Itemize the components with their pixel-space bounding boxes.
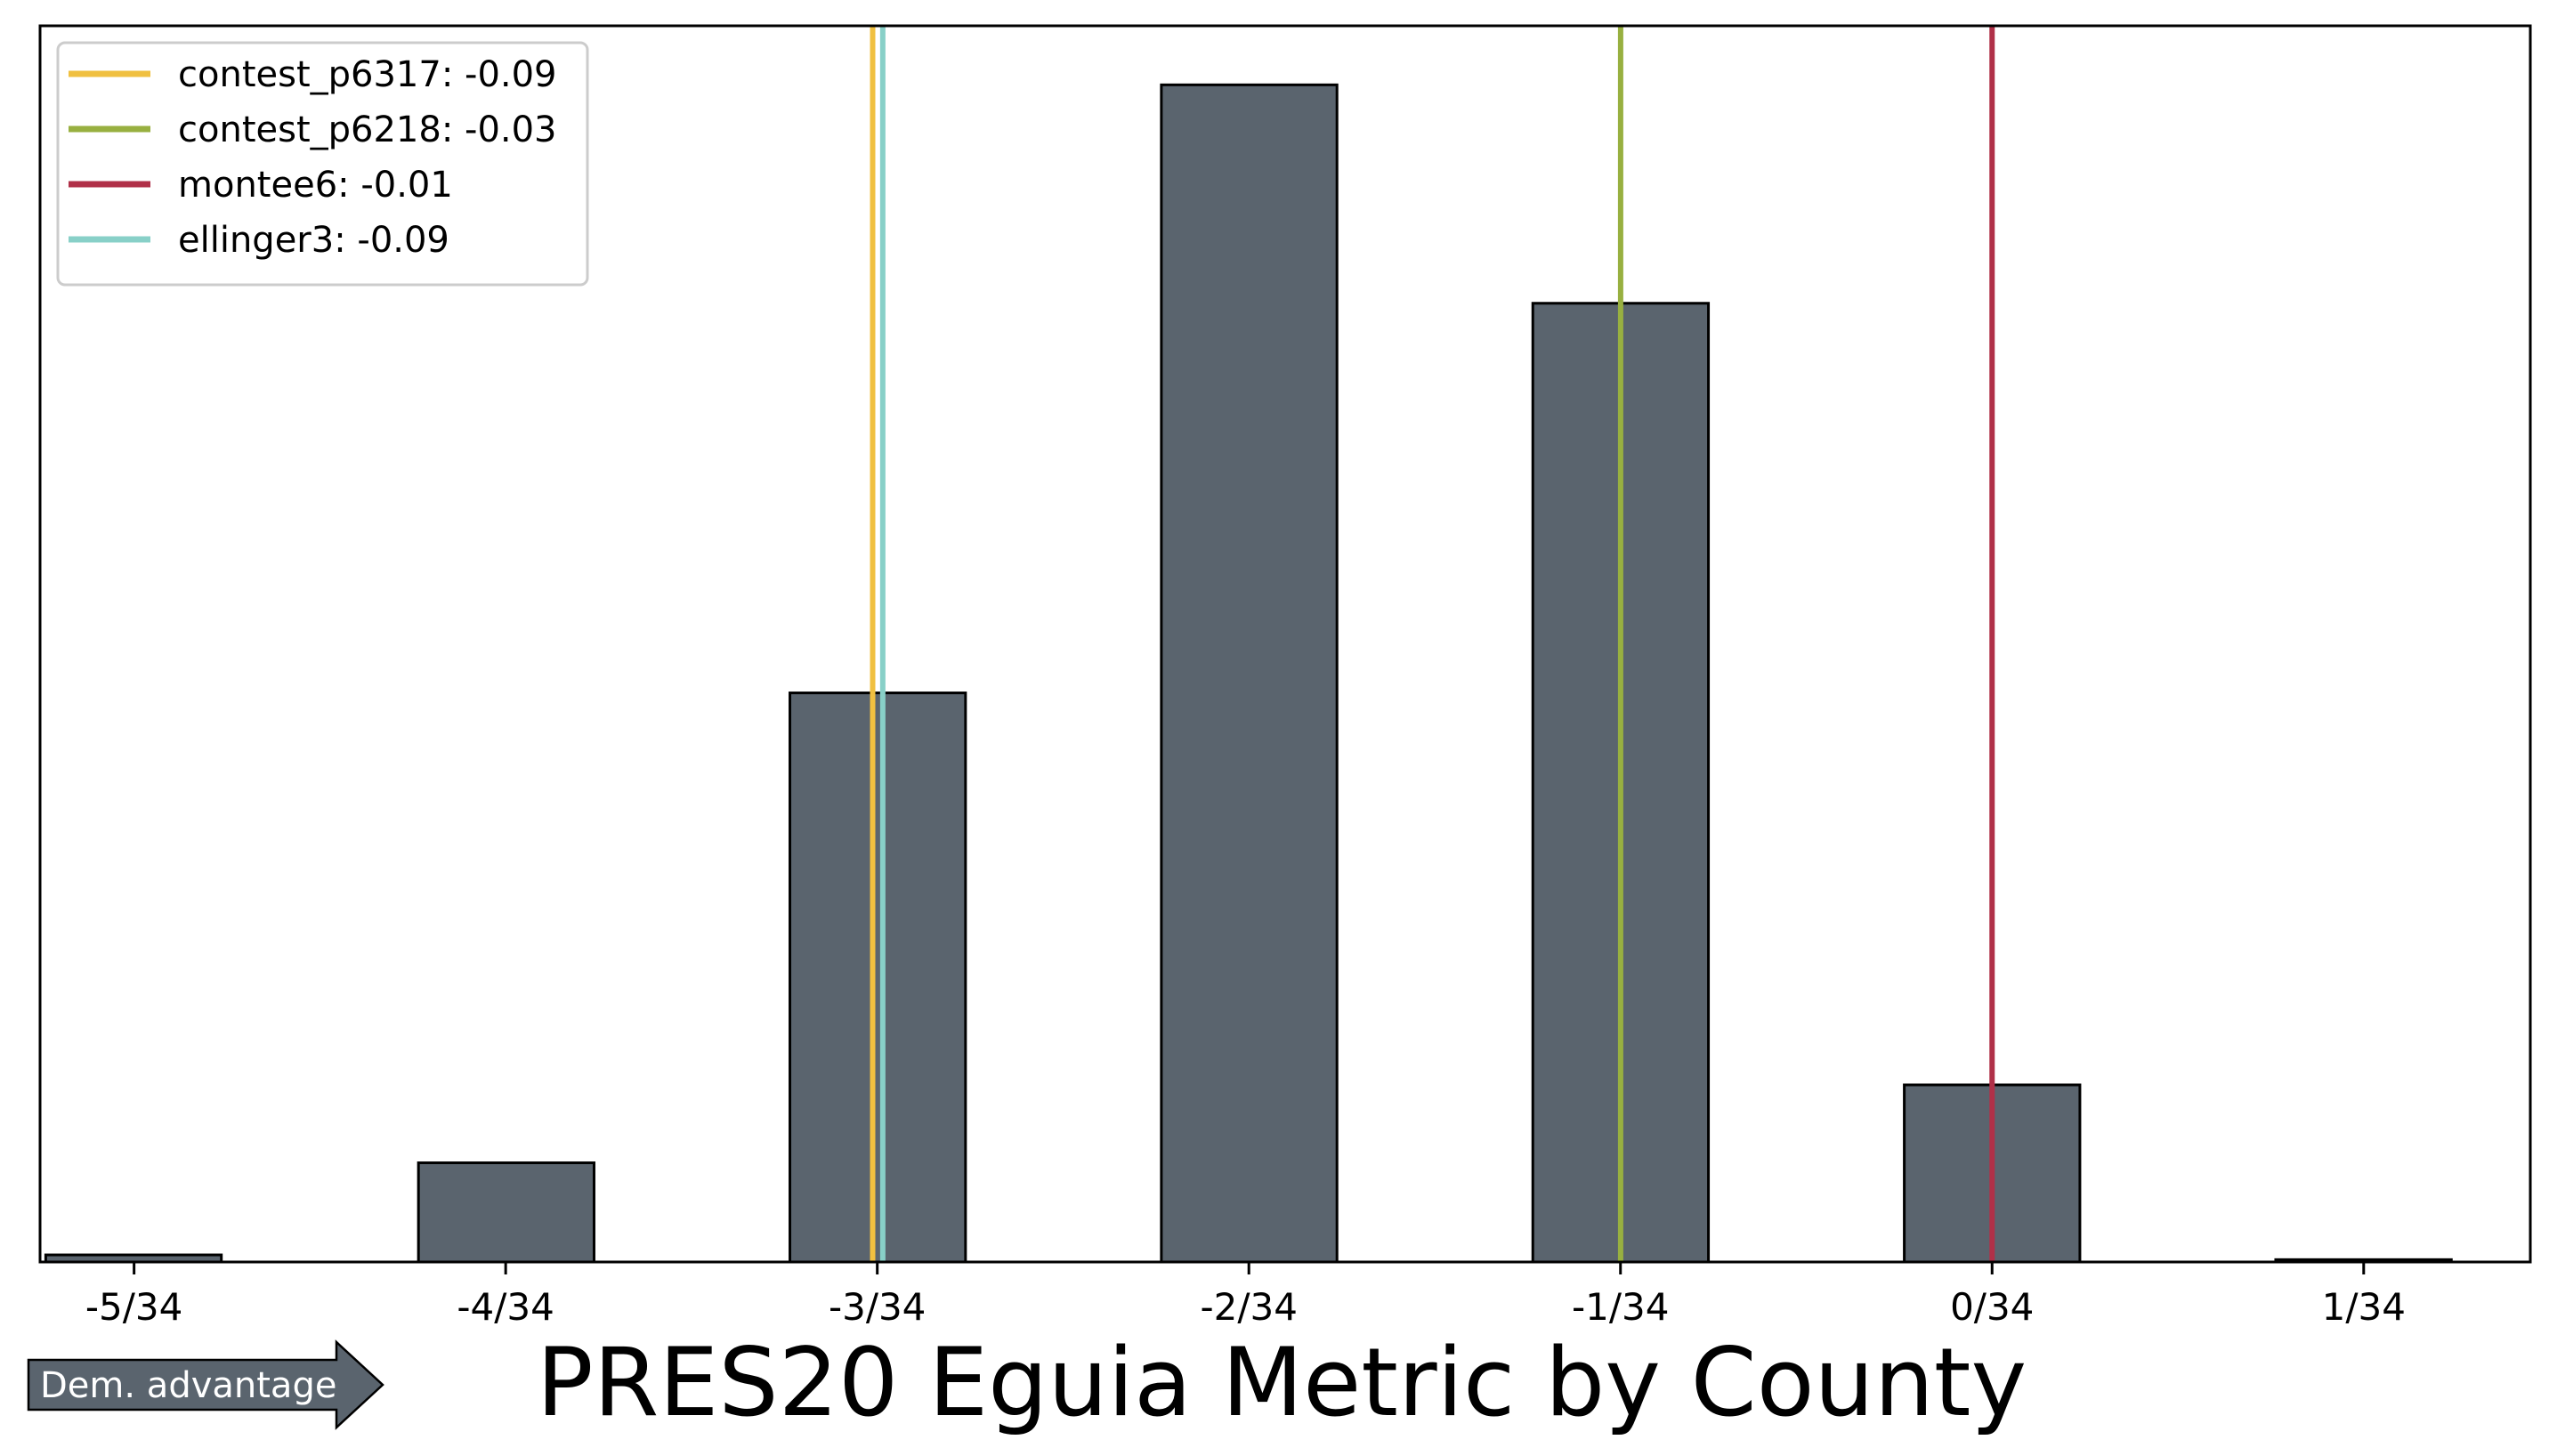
arrow-icon: [27, 1339, 384, 1430]
legend-box: [56, 41, 589, 287]
x-tick-label-0: -5/34: [85, 1285, 182, 1329]
reference-lines: [870, 26, 1995, 1262]
histogram-bars: [44, 83, 2453, 1264]
histogram-bar-2: [417, 1161, 595, 1264]
plot-area-frame: [38, 24, 2532, 1264]
histogram-bar-6: [1160, 83, 1339, 1264]
legend-label-0: contest_p6317: -0.09: [178, 54, 557, 95]
legend-label-2: montee6: -0.01: [178, 165, 453, 206]
x-tick-label-5: 0/34: [1950, 1285, 2034, 1329]
x-tick-label-4: -1/34: [1572, 1285, 1669, 1329]
legend: contest_p6317: -0.09 contest_p6218: -0.03…: [56, 41, 589, 287]
x-tick-label-1: -4/34: [457, 1285, 554, 1329]
dem-advantage-arrow: Dem. advantage: [27, 1339, 384, 1430]
legend-label-3: ellinger3: -0.09: [178, 220, 449, 261]
histogram-bar-4: [789, 692, 967, 1264]
x-tick-label-3: -2/34: [1200, 1285, 1297, 1329]
chart-title: PRES20 Eguia Metric by County: [537, 1328, 2027, 1437]
arrow-label: Dem. advantage: [40, 1365, 336, 1406]
x-tick-label-2: -3/34: [829, 1285, 926, 1329]
x-tick-label-6: 1/34: [2322, 1285, 2406, 1329]
x-axis-ticks: -5/34 -4/34 -3/34 -2/34 -1/34 0/34 1/34: [85, 1262, 2406, 1329]
legend-label-1: contest_p6218: -0.03: [178, 109, 557, 150]
